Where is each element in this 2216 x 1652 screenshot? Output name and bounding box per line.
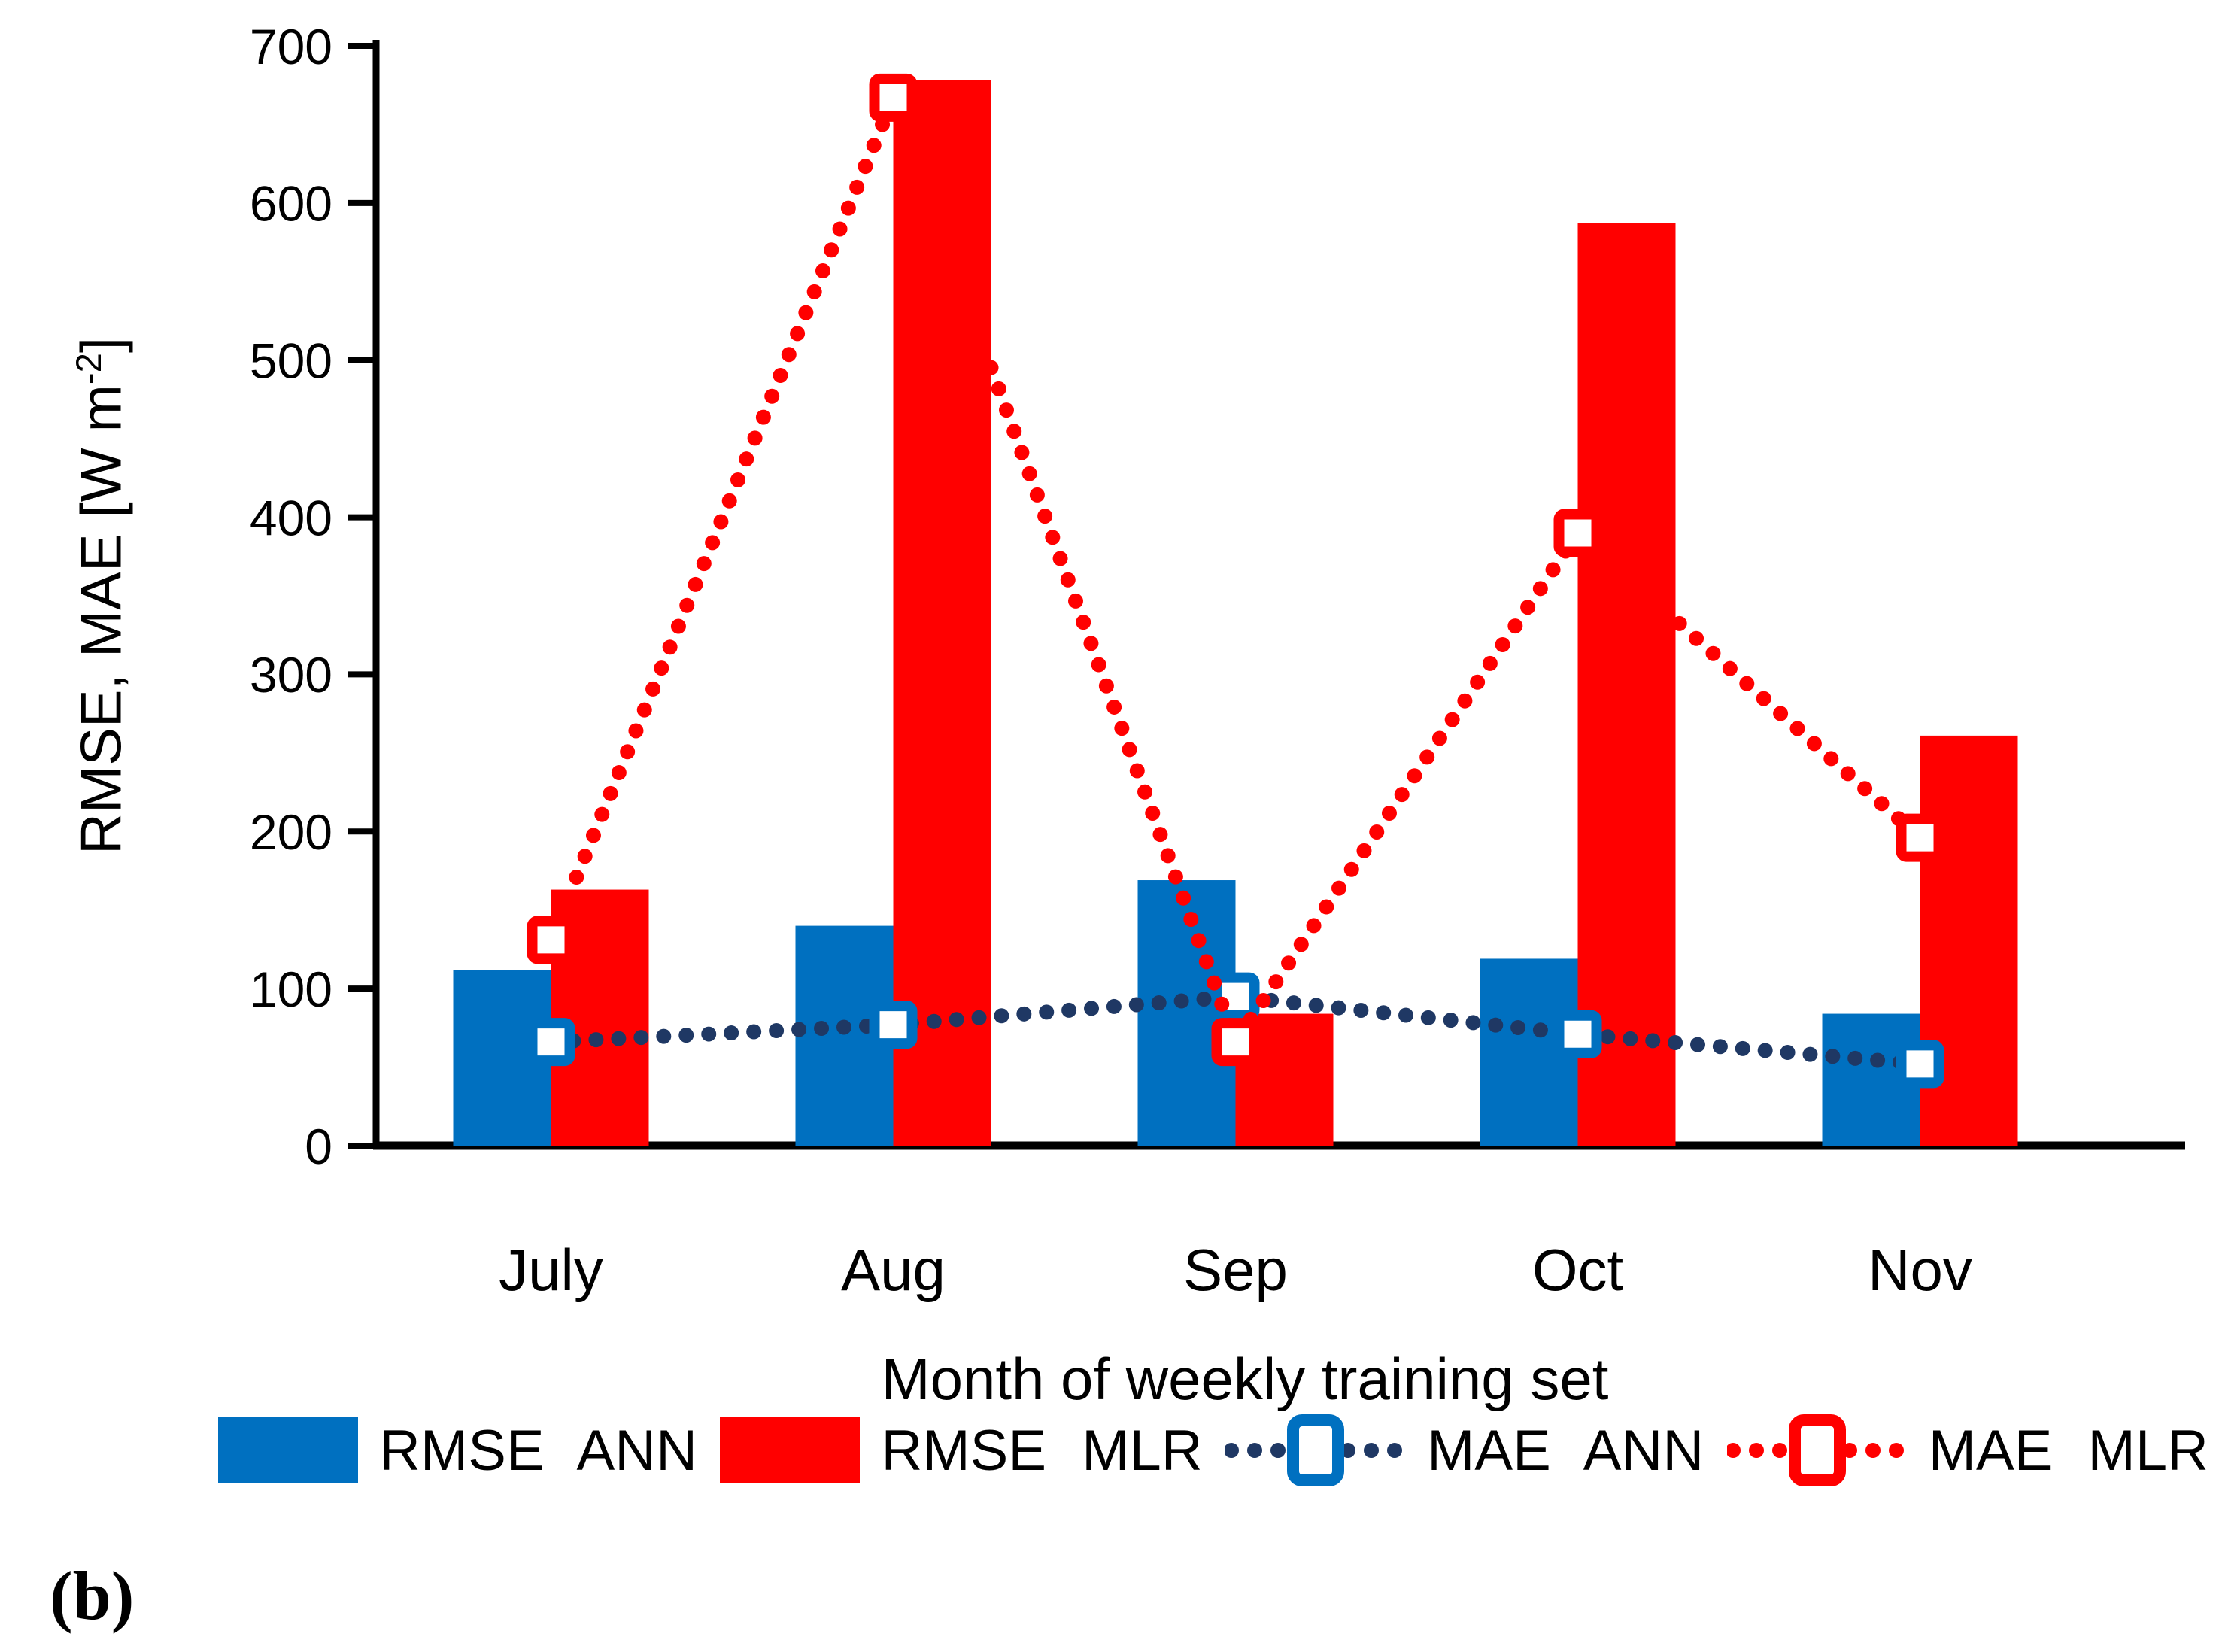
x-tick-label-aug: Aug [841, 1237, 946, 1303]
figure-caption: (b) [50, 1557, 135, 1634]
marker-mae-ann-oct [1553, 1010, 1602, 1058]
bar-rmse-mlr-aug [893, 80, 991, 1146]
y-tick-label-400: 400 [250, 490, 332, 545]
legend-swatch-rmse-ann [218, 1417, 358, 1483]
legend-item-rmse-ann: RMSE ANN [218, 1417, 697, 1483]
legend-label-rmse-mlr: RMSE MLR [881, 1418, 1203, 1483]
legend: RMSE ANN RMSE MLR MAE ANN MAE MLR [218, 1405, 2208, 1496]
legend-item-mae-mlr: MAE MLR [1726, 1409, 2208, 1492]
marker-mae-ann-aug [869, 1001, 918, 1049]
legend-label-mae-mlr: MAE MLR [1928, 1418, 2208, 1483]
legend-item-mae-ann: MAE ANN [1225, 1409, 1704, 1492]
y-tick-label-100: 100 [250, 961, 332, 1017]
marker-mae-mlr-oct [1553, 509, 1602, 557]
y-tick-label-0: 0 [305, 1119, 332, 1174]
line-mae-ann [543, 988, 1928, 1072]
y-tick-label-300: 300 [250, 647, 332, 703]
y-tick-label-500: 500 [250, 333, 332, 388]
x-tick-label-july: July [499, 1237, 603, 1303]
marker-mae-mlr-sep [1211, 1018, 1260, 1067]
x-tick-label-nov: Nov [1868, 1237, 1972, 1303]
x-axis-title: Month of weekly training set [881, 1346, 1609, 1412]
y-tick-label-200: 200 [250, 804, 332, 860]
legend-swatch-mae-mlr [1726, 1414, 1908, 1486]
y-axis-label-text: RMSE, MAE [W m [69, 384, 134, 855]
marker-mae-ann-nov [1896, 1040, 1944, 1089]
y-tick-label-600: 600 [250, 176, 332, 232]
marker-mae-mlr-nov [1896, 813, 1944, 862]
y-axis-label-superscript: -2 [68, 353, 108, 385]
legend-swatch-rmse-mlr [720, 1417, 861, 1483]
legend-label-rmse-ann: RMSE ANN [379, 1418, 697, 1483]
bar-rmse-mlr-oct [1577, 223, 1676, 1146]
x-tick-label-sep: Sep [1183, 1237, 1288, 1303]
x-tick-label-oct: Oct [1532, 1237, 1624, 1303]
marker-mae-mlr-july [527, 916, 575, 964]
marker-mae-ann-july [527, 1018, 575, 1067]
y-tick-label-700: 700 [250, 19, 332, 74]
legend-label-mae-ann: MAE ANN [1427, 1418, 1704, 1483]
y-axis-label: RMSE, MAE [W m-2] [68, 69, 143, 1122]
legend-swatch-mae-ann [1225, 1414, 1407, 1486]
marker-mae-mlr-aug [869, 73, 918, 122]
y-axis-label-bracket: ] [69, 337, 134, 354]
legend-item-rmse-mlr: RMSE MLR [720, 1417, 1203, 1483]
